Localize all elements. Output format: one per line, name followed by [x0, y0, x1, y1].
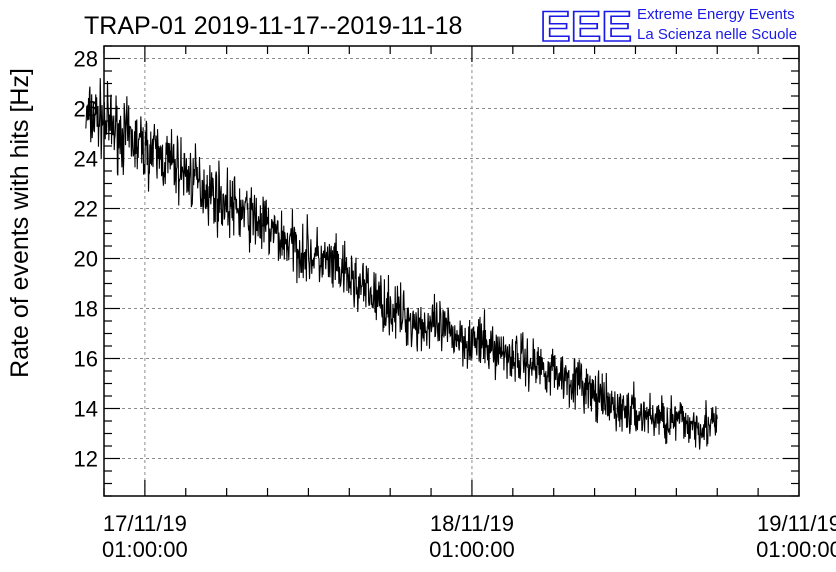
x-tick-label-date: 18/11/19	[430, 511, 514, 536]
eee-logo: EEE Extreme Energy Events La Scienza nel…	[539, 2, 797, 52]
x-tick-label-date: 17/11/19	[103, 511, 187, 536]
y-tick-label: 20	[74, 247, 98, 272]
y-tick-label: 12	[74, 447, 98, 472]
logo-line-1: Extreme Energy Events	[637, 6, 795, 23]
x-tick-label-time: 01:00:00	[102, 537, 188, 562]
x-tick-label-time: 01:00:00	[756, 537, 836, 562]
logo-line-2: La Scienza nelle Scuole	[637, 26, 797, 43]
y-axis-label: Rate of events with hits [Hz]	[6, 68, 34, 378]
y-tick-label: 26	[74, 97, 98, 122]
chart-title: TRAP-01 2019-11-17--2019-11-18	[84, 12, 462, 40]
y-tick-label: 16	[74, 347, 98, 372]
y-tick-label: 18	[74, 297, 98, 322]
y-tick-label: 14	[74, 397, 98, 422]
plot-area: 12141618202224262817/11/1901:00:0018/11/…	[74, 45, 836, 562]
series-line	[85, 78, 718, 450]
y-tick-label: 22	[74, 197, 98, 222]
x-tick-label-time: 01:00:00	[429, 537, 515, 562]
x-tick-label-date: 19/11/19	[757, 511, 836, 536]
y-tick-label: 28	[74, 47, 98, 72]
eee-logo-mark: EEE	[540, 3, 632, 51]
y-tick-label: 24	[74, 147, 98, 172]
